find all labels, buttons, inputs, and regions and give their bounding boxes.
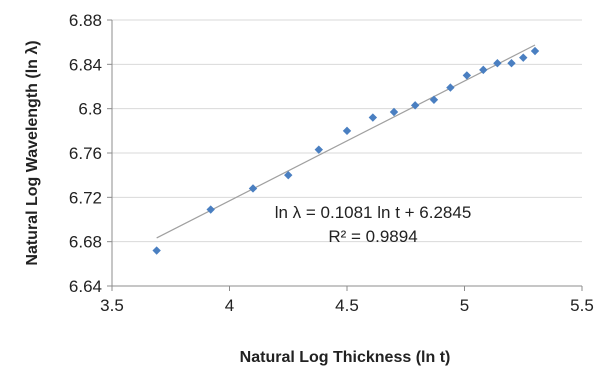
- data-point: [410, 101, 420, 110]
- data-point: [507, 59, 516, 68]
- data-point: [284, 170, 293, 180]
- data-point: [462, 71, 472, 80]
- data-point: [314, 145, 323, 154]
- y-tick-label: 6.84: [69, 55, 102, 74]
- data-point: [342, 126, 352, 136]
- x-axis-title: Natural Log Thickness (ln t): [240, 349, 451, 366]
- data-point: [519, 53, 528, 62]
- data-point: [152, 246, 161, 255]
- r-squared-label: R² = 0.9894: [328, 227, 417, 246]
- data-point: [389, 107, 399, 117]
- y-tick-label: 6.72: [69, 188, 102, 207]
- grid-lines: [112, 19, 582, 243]
- x-tick-label: 4: [225, 296, 234, 315]
- data-point: [530, 46, 540, 56]
- x-tick-label: 5.5: [570, 296, 594, 315]
- y-tick-label: 6.8: [78, 100, 102, 119]
- data-point: [368, 113, 378, 122]
- x-ticks: 3.5 4 4.5 5 5.5: [100, 286, 594, 315]
- trendline: [156, 44, 536, 239]
- x-tick-label: 3.5: [100, 296, 124, 315]
- data-points: [152, 46, 540, 255]
- x-tick-label: 5: [460, 296, 469, 315]
- data-point: [248, 184, 258, 193]
- y-axis-title: Natural Log Wavelength (ln λ): [24, 40, 41, 265]
- data-point: [493, 59, 502, 68]
- trendline-equation: ln λ = 0.1081 ln t + 6.2845: [275, 203, 472, 222]
- data-point: [479, 65, 488, 75]
- y-tick-label: 6.88: [69, 11, 102, 30]
- y-tick-label: 6.76: [69, 144, 102, 163]
- data-point: [429, 95, 439, 104]
- y-tick-label: 6.64: [69, 277, 102, 296]
- y-tick-label: 6.68: [69, 233, 102, 252]
- x-tick-label: 4.5: [335, 296, 359, 315]
- data-point: [206, 205, 215, 214]
- data-point: [446, 83, 455, 92]
- y-ticks: 6.64 6.68 6.72 6.76 6.8 6.84 6.88: [69, 11, 112, 296]
